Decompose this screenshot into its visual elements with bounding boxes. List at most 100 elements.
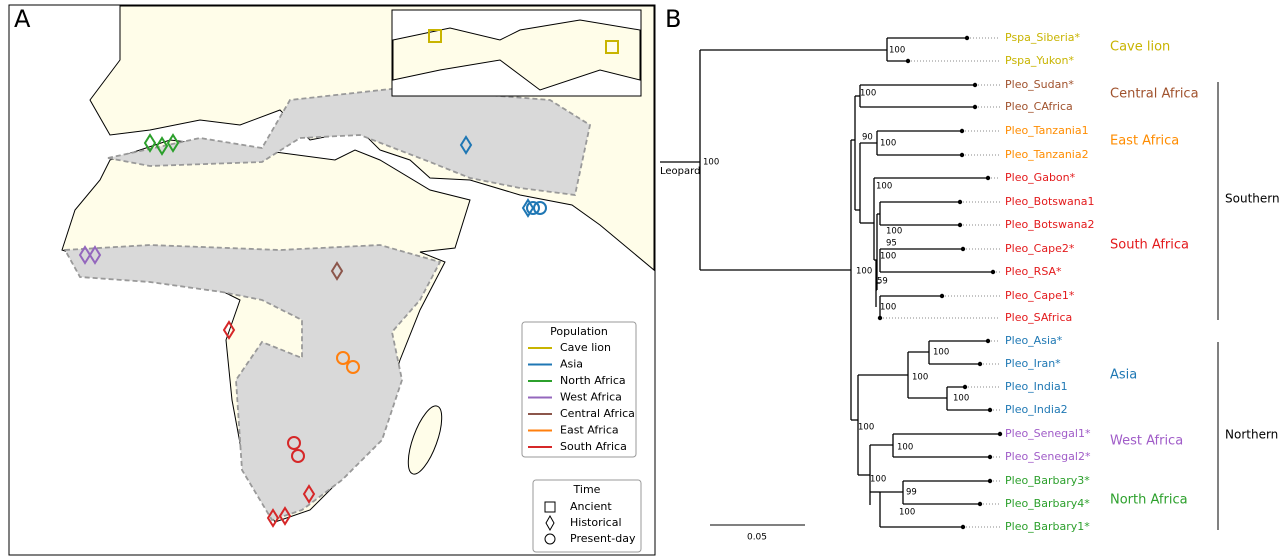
outgroup-label: Leopard — [660, 166, 700, 177]
tip-dot — [987, 407, 993, 413]
legend-title: Time — [573, 483, 601, 496]
region-label: Southern — [1225, 192, 1280, 206]
clade-label: South Africa — [1110, 238, 1189, 253]
panel-label: A — [14, 5, 31, 33]
tip-dot — [957, 199, 963, 205]
support-value: 100 — [858, 423, 874, 433]
marker-historical — [143, 133, 157, 153]
legend-symbol — [545, 514, 555, 532]
region-label: Northern — [1225, 428, 1278, 442]
support-value: 100 — [899, 508, 915, 518]
clade-label: East Africa — [1110, 134, 1179, 149]
legend-label: South Africa — [560, 440, 627, 453]
tip-label: Pleo_Gabon* — [1005, 171, 1076, 184]
tip-dot — [960, 246, 966, 252]
sample-markers — [78, 29, 619, 528]
legend-symbol — [544, 533, 556, 545]
support-value: 100 — [886, 227, 902, 237]
tip-dot — [905, 58, 911, 64]
tip-dot — [977, 501, 983, 507]
support-value: 100 — [912, 373, 928, 383]
tip-dot — [959, 128, 965, 134]
tip-label: Pleo_RSA* — [1005, 265, 1062, 278]
tip-dot — [972, 82, 978, 88]
marker-historical — [330, 261, 344, 281]
tip-label: Pleo_Sudan* — [1005, 78, 1074, 91]
support-value: 59 — [877, 277, 888, 287]
legend-label: Historical — [570, 516, 622, 529]
legend-label: North Africa — [560, 374, 626, 387]
population-legend: Population Cave lion Asia North Africa West… — [521, 321, 637, 458]
clade-label: Cave lion — [1110, 40, 1170, 55]
tip-dot — [959, 152, 965, 158]
marker-historical — [521, 198, 535, 218]
tip-label: Pleo_Barbary3* — [1005, 474, 1090, 487]
tip-label: Pleo_CAfrica — [1005, 100, 1073, 113]
tip-label: Pleo_Cape2* — [1005, 242, 1075, 255]
legend-label: Ancient — [570, 500, 612, 513]
tip-label: Pleo_India2 — [1005, 403, 1068, 416]
tip-dot — [985, 338, 991, 344]
marker-present — [291, 449, 305, 463]
scale-label: 0.05 — [747, 533, 767, 543]
time-legend: Time Ancient Historical Present-day — [532, 479, 642, 553]
support-value: 100 — [897, 443, 913, 453]
marker-historical — [278, 506, 292, 526]
support-value: 100 — [856, 267, 872, 277]
clade-label: North Africa — [1110, 493, 1188, 508]
support-value: 100 — [880, 252, 896, 262]
tip-dot — [939, 293, 945, 299]
legend-title: Population — [550, 325, 608, 338]
map-panel: A Population Cave lion Asia North Africa We… — [8, 4, 656, 556]
tip-dot — [960, 524, 966, 530]
marker-historical — [222, 320, 236, 340]
support-value: 100 — [933, 348, 949, 358]
support-value: 95 — [886, 239, 897, 249]
legend-label: Asia — [560, 358, 583, 371]
marker-historical — [302, 484, 316, 504]
tip-label: Pleo_Senegal2* — [1005, 450, 1091, 463]
legend-label: East Africa — [560, 424, 619, 437]
tip-label: Pspa_Siberia* — [1005, 31, 1081, 44]
marker-historical — [78, 245, 92, 265]
marker-ancient — [428, 29, 442, 43]
tip-dot — [987, 454, 993, 460]
marker-historical — [166, 133, 180, 153]
tip-label: Pleo_India1 — [1005, 380, 1068, 393]
clade-label: West Africa — [1110, 434, 1183, 449]
support-value: 100 — [703, 158, 719, 168]
tip-label: Pleo_SAfrica — [1005, 311, 1072, 324]
tip-label: Pleo_Tanzania2 — [1005, 148, 1089, 161]
tip-label: Pleo_Barbary4* — [1005, 497, 1090, 510]
tip-label: Pleo_Botswana2 — [1005, 218, 1094, 231]
support-value: 100 — [889, 46, 905, 56]
legend-symbol — [544, 501, 556, 513]
madagascar — [407, 405, 443, 475]
clade-label: Central Africa — [1110, 87, 1199, 102]
tip-label: Pleo_Botswana1 — [1005, 195, 1094, 208]
support-value: 100 — [870, 475, 886, 485]
support-value: 100 — [876, 182, 892, 192]
support-value: 100 — [880, 303, 896, 313]
tip-dot — [964, 35, 970, 41]
legend-label: West Africa — [560, 391, 622, 404]
tip-dot — [990, 269, 996, 275]
support-value: 100 — [953, 394, 969, 404]
support-value: 90 — [862, 133, 873, 143]
tip-dot — [977, 361, 983, 367]
tip-dot — [987, 478, 993, 484]
tip-dot — [972, 104, 978, 110]
support-value: 99 — [906, 488, 917, 498]
tip-label: Pspa_Yukon* — [1005, 54, 1075, 67]
tip-dot — [962, 384, 968, 390]
legend-label: Cave lion — [560, 341, 611, 354]
support-value: 100 — [880, 139, 896, 149]
panel-label: B — [665, 5, 681, 33]
marker-ancient — [605, 40, 619, 54]
marker-present — [526, 201, 540, 215]
legend-label: Central Africa — [560, 407, 635, 420]
tip-dot — [957, 222, 963, 228]
tip-label: Pleo_Cape1* — [1005, 289, 1075, 302]
marker-present — [287, 436, 301, 450]
